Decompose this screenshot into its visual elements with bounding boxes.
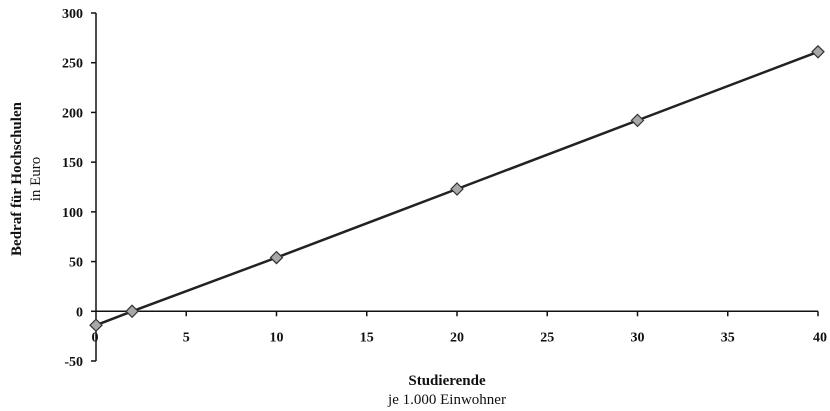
x-tick-label: 35	[721, 330, 735, 345]
data-point-marker	[89, 318, 103, 333]
x-origin-tick-label: 0	[92, 330, 99, 345]
series-line	[95, 50, 819, 327]
x-tick-label: 40	[813, 330, 827, 345]
y-tick-label: 100	[62, 206, 83, 221]
x-tick-label: 10	[270, 330, 284, 345]
x-tick-label: 5	[183, 330, 190, 345]
data-point-marker	[450, 182, 464, 196]
x-tick-label: 20	[450, 330, 464, 345]
y-tick-label: 50	[69, 256, 83, 271]
x-tick-label: 15	[360, 330, 374, 345]
y-tick-label: 300	[62, 7, 83, 22]
data-point-marker	[125, 304, 139, 319]
y-axis-title: Bedraf für Hochschulen	[9, 101, 25, 256]
markers-layer	[89, 44, 825, 333]
ticks: -50 0 50 100 150 200 250 300 5 10 15 20 25 30 35 40	[62, 7, 827, 370]
series-layer	[95, 50, 819, 327]
data-point-marker	[811, 44, 825, 59]
y-tick-label: 200	[62, 106, 83, 121]
y-tick-label: -50	[64, 355, 83, 370]
y-tick-label: 250	[62, 57, 83, 72]
x-axis-title: Studierende	[408, 373, 486, 389]
x-axis-subtitle: je 1.000 Einwohner	[387, 392, 506, 408]
y-axis-subtitle: in Euro	[28, 157, 44, 202]
y-tick-label: 150	[62, 156, 83, 171]
y-tick-label: 0	[76, 305, 83, 320]
data-point-marker	[630, 113, 645, 128]
x-tick-label: 25	[540, 330, 554, 345]
x-tick-label: 30	[631, 330, 645, 345]
data-point-marker	[269, 250, 284, 265]
